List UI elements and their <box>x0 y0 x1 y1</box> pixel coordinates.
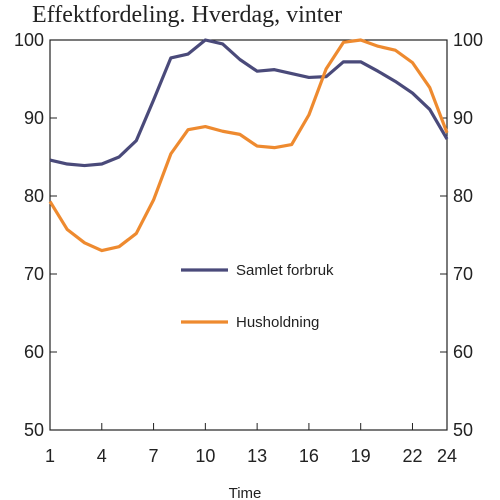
tick-labels: 50 60 70 80 90 100 50 60 70 80 90 100 1 4 7 10 13 16 19 22 2… <box>14 30 483 466</box>
y-tick-label-right: 90 <box>453 108 473 128</box>
y-tick-label-right: 100 <box>453 30 483 50</box>
x-tick-label: 24 <box>437 446 457 466</box>
x-tick-label: 22 <box>402 446 422 466</box>
series-line-1 <box>49 38 449 168</box>
y-tick-label-left: 60 <box>24 342 44 362</box>
x-tick-label: 7 <box>149 446 159 466</box>
series-lines <box>48 38 449 253</box>
x-tick-label: 1 <box>45 446 55 466</box>
y-tick-label-left: 100 <box>14 30 44 50</box>
x-tick-label: 16 <box>299 446 319 466</box>
x-tick-label: 4 <box>97 446 107 466</box>
chart-title: Effektfordeling. Hverdag, vinter <box>32 2 342 28</box>
y-tick-label-right: 70 <box>453 264 473 284</box>
x-tick-label: 10 <box>195 446 215 466</box>
y-tick-label-right: 60 <box>453 342 473 362</box>
legend: Samlet forbruk Husholdning <box>181 262 334 331</box>
plot-frame <box>49 39 448 431</box>
y-tick-label-left: 70 <box>24 264 44 284</box>
x-tick-label: 19 <box>351 446 371 466</box>
x-tick-label: 13 <box>247 446 267 466</box>
y-tick-label-right: 80 <box>453 186 473 206</box>
legend-label: Samlet forbruk <box>236 262 334 279</box>
y-tick-label-left: 50 <box>24 420 44 440</box>
legend-label: Husholdning <box>236 314 319 331</box>
y-tick-label-right: 50 <box>453 420 473 440</box>
x-axis-label: Time <box>229 485 262 500</box>
y-tick-label-left: 80 <box>24 186 44 206</box>
y-tick-label-left: 90 <box>24 108 44 128</box>
axes-frame <box>49 39 448 431</box>
series-line-2 <box>48 38 449 253</box>
